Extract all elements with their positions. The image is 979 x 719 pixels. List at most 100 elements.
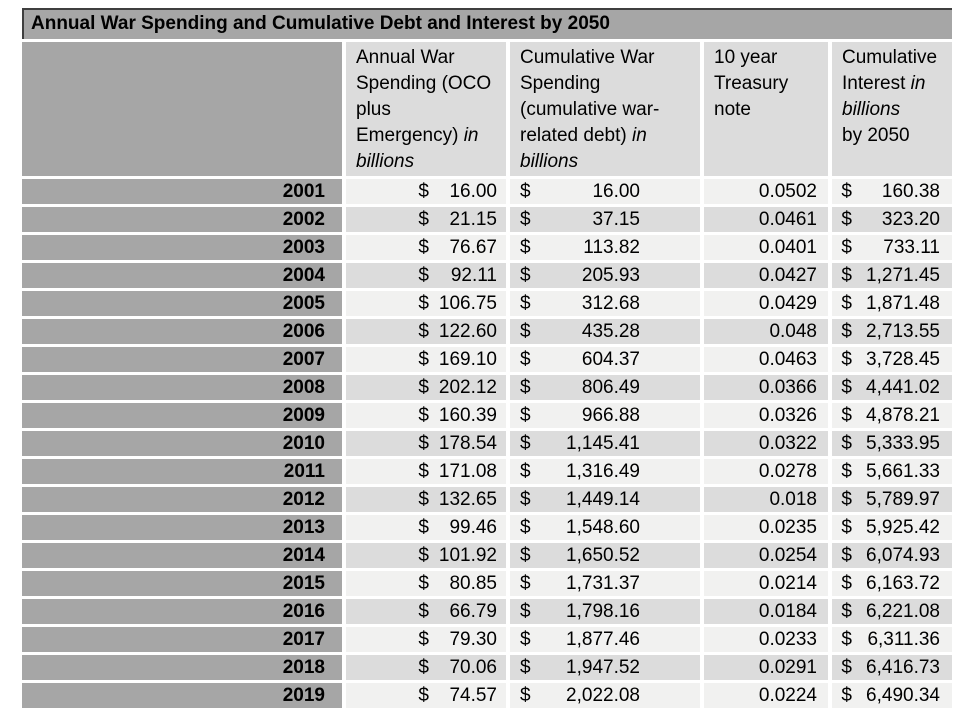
dollar-sign: $ [418, 237, 429, 258]
table-row: 2010 $178.54 $1,145.41 0.0322 $5,333.95 [22, 431, 952, 456]
interest-cell: $5,789.97 [832, 487, 952, 512]
cumulative-spending-value: 1,877.46 [566, 629, 640, 650]
header-cumulative-spending: Cumulative War Spending (cumulative war-… [510, 42, 700, 176]
header-line-italic: billions [520, 151, 579, 172]
treasury-note-value: 0.0502 [758, 181, 817, 202]
treasury-note-value: 0.0233 [758, 629, 817, 650]
year-label: 2003 [282, 237, 325, 258]
cumulative-spending-value: 1,145.41 [566, 433, 640, 454]
treasury-note-cell: 0.0322 [704, 431, 828, 456]
annual-spending-cell: $80.85 [346, 571, 506, 596]
annual-spending-cell: $202.12 [346, 375, 506, 400]
year-label: 2011 [283, 461, 325, 482]
treasury-note-cell: 0.0326 [704, 403, 828, 428]
table-body: 2001 $16.00 $16.00 0.0502 $160.38 2002 $… [22, 179, 952, 708]
annual-spending-value: 74.57 [449, 685, 497, 706]
treasury-note-cell: 0.0254 [704, 543, 828, 568]
interest-cell: $6,074.93 [832, 543, 952, 568]
table-row: 2017 $79.30 $1,877.46 0.0233 $6,311.36 [22, 627, 952, 652]
annual-spending-value: 202.12 [438, 377, 497, 398]
annual-spending-value: 178.54 [438, 433, 497, 454]
dollar-sign: $ [418, 209, 429, 230]
table-row: 2008 $202.12 $806.49 0.0366 $4,441.02 [22, 375, 952, 400]
annual-spending-cell: $106.75 [346, 291, 506, 316]
header-line: (cumulative war- [520, 99, 660, 120]
year-cell: 2014 [22, 543, 342, 568]
annual-spending-value: 66.79 [449, 601, 497, 622]
year-label: 2006 [282, 321, 325, 342]
treasury-note-value: 0.0235 [758, 517, 817, 538]
table-row: 2011 $171.08 $1,316.49 0.0278 $5,661.33 [22, 459, 952, 484]
cumulative-spending-value: 435.28 [581, 321, 640, 342]
year-cell: 2019 [22, 683, 342, 708]
interest-value: 6,416.73 [866, 657, 940, 678]
header-line-italic: in [631, 125, 647, 146]
treasury-note-cell: 0.0366 [704, 375, 828, 400]
interest-value: 4,441.02 [866, 377, 940, 398]
treasury-note-value: 0.0291 [758, 657, 817, 678]
interest-value: 4,878.21 [866, 405, 940, 426]
annual-spending-value: 70.06 [449, 657, 497, 678]
annual-spending-cell: $21.15 [346, 207, 506, 232]
header-line: Interest [842, 73, 906, 94]
dollar-sign: $ [841, 461, 852, 482]
annual-spending-value: 171.08 [438, 461, 497, 482]
treasury-note-cell: 0.0184 [704, 599, 828, 624]
annual-spending-value: 79.30 [449, 629, 497, 650]
interest-value: 323.20 [881, 209, 940, 230]
cumulative-spending-value: 1,798.16 [566, 601, 640, 622]
dollar-sign: $ [841, 573, 852, 594]
dollar-sign: $ [841, 321, 852, 342]
dollar-sign: $ [418, 545, 429, 566]
year-cell: 2016 [22, 599, 342, 624]
spending-table: Annual War Spending and Cumulative Debt … [22, 8, 952, 711]
treasury-note-cell: 0.0461 [704, 207, 828, 232]
table-row: 2009 $160.39 $966.88 0.0326 $4,878.21 [22, 403, 952, 428]
annual-spending-value: 16.00 [449, 181, 497, 202]
table-row: 2003 $76.67 $113.82 0.0401 $733.11 [22, 235, 952, 260]
cumulative-spending-cell: $37.15 [510, 207, 700, 232]
treasury-note-cell: 0.018 [704, 487, 828, 512]
header-line: Spending (OCO [356, 73, 492, 94]
cumulative-spending-cell: $1,449.14 [510, 487, 700, 512]
interest-value: 2,713.55 [866, 321, 940, 342]
annual-spending-value: 92.11 [450, 265, 497, 286]
interest-cell: $6,416.73 [832, 655, 952, 680]
year-cell: 2009 [22, 403, 342, 428]
interest-value: 160.38 [881, 181, 940, 202]
year-cell: 2011 [22, 459, 342, 484]
dollar-sign: $ [841, 517, 852, 538]
dollar-sign: $ [841, 349, 852, 370]
dollar-sign: $ [418, 349, 429, 370]
year-cell: 2005 [22, 291, 342, 316]
dollar-sign: $ [841, 237, 852, 258]
interest-cell: $6,311.36 [832, 627, 952, 652]
table-row: 2001 $16.00 $16.00 0.0502 $160.38 [22, 179, 952, 204]
annual-spending-cell: $99.46 [346, 515, 506, 540]
dollar-sign: $ [418, 573, 429, 594]
dollar-sign: $ [418, 517, 429, 538]
treasury-note-cell: 0.0235 [704, 515, 828, 540]
treasury-note-cell: 0.0427 [704, 263, 828, 288]
dollar-sign: $ [520, 433, 531, 454]
dollar-sign: $ [841, 601, 852, 622]
year-label: 2008 [282, 377, 325, 398]
treasury-note-value: 0.0278 [758, 461, 817, 482]
annual-spending-cell: $76.67 [346, 235, 506, 260]
table-row: 2005 $106.75 $312.68 0.0429 $1,871.48 [22, 291, 952, 316]
treasury-note-value: 0.0214 [758, 573, 817, 594]
annual-spending-cell: $171.08 [346, 459, 506, 484]
annual-spending-cell: $70.06 [346, 655, 506, 680]
cumulative-spending-value: 113.82 [583, 237, 640, 258]
cumulative-spending-value: 1,449.14 [566, 489, 640, 510]
year-cell: 2017 [22, 627, 342, 652]
interest-value: 5,333.95 [866, 433, 940, 454]
annual-spending-cell: $92.11 [346, 263, 506, 288]
dollar-sign: $ [520, 685, 531, 706]
year-cell: 2006 [22, 319, 342, 344]
dollar-sign: $ [841, 545, 852, 566]
annual-spending-value: 106.75 [438, 293, 497, 314]
cumulative-spending-cell: $1,650.52 [510, 543, 700, 568]
treasury-note-cell: 0.0429 [704, 291, 828, 316]
annual-spending-cell: $122.60 [346, 319, 506, 344]
